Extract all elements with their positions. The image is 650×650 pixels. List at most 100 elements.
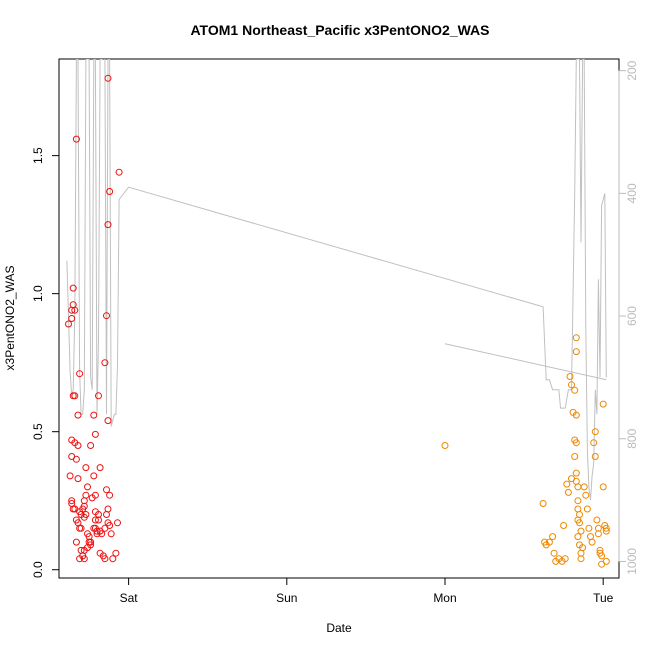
point-s1-41 [583,505,591,513]
point-s0-53 [91,491,99,499]
points-layer [65,74,610,568]
point-s1-6 [550,549,558,557]
point-s0-47 [72,538,80,546]
point-s1-27 [574,483,582,491]
depth-line-0 [66,59,607,501]
y2-tick-label-3: 800 [625,428,639,448]
point-s0-17 [68,497,76,505]
point-s0-58 [90,524,98,532]
point-s0-76 [104,221,112,229]
point-s0-79 [106,491,114,499]
point-s1-32 [576,519,583,527]
point-s1-25 [572,469,580,477]
point-s1-20 [572,439,580,447]
y-axis-label: x3PentONO2_WAS [3,266,17,371]
point-s1-55 [599,400,607,408]
point-s0-84 [112,549,120,557]
point-s0-85 [114,519,121,527]
depth-line-1 [444,343,607,381]
point-s1-0 [441,442,449,449]
point-s1-28 [574,497,582,505]
point-s0-27 [74,475,82,483]
point-s1-10 [560,522,568,529]
point-s1-5 [549,533,557,541]
y2-tick-label-4: 1000 [625,548,639,575]
point-s0-34 [84,483,91,491]
x-tick-label-3: Tue [593,591,614,605]
point-s0-49 [90,411,98,419]
point-s1-21 [571,453,579,460]
point-s1-56 [599,483,607,491]
point-s0-1 [66,472,74,480]
y-tick-label-1: 0.5 [31,423,45,440]
point-s1-60 [602,557,610,565]
x-axis-label: Date [326,621,352,635]
y2-axis: 200 400 600 800 1000 [618,60,639,575]
point-s1-22 [572,334,580,342]
x-tick-label-0: Sat [120,591,139,605]
y-tick-label-0: 0.0 [31,561,45,578]
point-s0-55 [91,516,99,524]
point-s1-11 [561,555,569,563]
point-s0-73 [101,359,109,367]
point-s0-4 [68,306,76,314]
point-s0-81 [106,522,114,529]
point-s0-68 [101,555,109,563]
point-s0-41 [87,541,95,549]
x-tick-label-2: Mon [433,591,456,605]
point-s0-61 [96,464,104,472]
depth-line-layer [66,59,607,501]
point-s0-2 [69,284,77,292]
point-s0-32 [80,513,88,521]
point-s0-15 [76,370,84,378]
point-s0-45 [76,555,84,563]
y-axis: 0.0 0.5 1.0 1.5 [31,147,60,578]
x-axis: Sat Sun Mon Tue [120,577,614,605]
point-s0-5 [68,315,76,322]
point-s1-44 [588,538,596,546]
point-s1-38 [577,555,585,563]
point-s0-82 [107,530,115,538]
point-s1-48 [593,516,601,524]
point-s0-7 [72,135,80,143]
point-s0-14 [72,455,80,463]
point-s0-6 [71,306,79,314]
plot-frame [58,58,620,579]
point-s0-48 [87,442,95,449]
y-tick-label-2: 1.0 [31,285,45,302]
point-s1-15 [566,373,574,380]
point-s1-42 [585,524,593,532]
y2-tick-label-1: 400 [625,183,639,203]
point-s1-47 [591,428,599,436]
point-s0-35 [82,464,90,472]
point-s1-33 [577,527,585,535]
point-s0-75 [104,417,112,425]
y2-tick-label-2: 600 [625,306,639,326]
point-s1-39 [580,483,588,491]
point-s0-19 [68,500,76,507]
point-s0-77 [106,188,114,195]
point-s1-53 [598,552,606,560]
point-s1-46 [591,453,599,460]
point-s0-70 [103,486,110,494]
point-s0-26 [77,524,85,532]
y-tick-label-3: 1.5 [31,147,45,164]
point-s0-74 [103,312,110,320]
point-s1-24 [572,411,580,419]
point-s0-0 [65,320,72,328]
point-s1-34 [574,533,582,541]
point-s0-16 [74,411,82,419]
point-s1-58 [602,524,610,532]
point-s0-60 [95,392,102,400]
point-s0-63 [95,516,102,524]
y2-tick-label-0: 200 [625,60,639,80]
point-s0-39 [87,538,95,546]
point-s0-9 [71,392,79,400]
point-s0-12 [74,442,82,449]
chart-title: ATOM1 Northeast_Pacific x3PentONO2_WAS [190,22,489,38]
point-s1-12 [563,480,571,488]
point-s0-51 [90,472,98,480]
point-s1-45 [590,439,598,447]
point-s0-33 [82,491,90,499]
